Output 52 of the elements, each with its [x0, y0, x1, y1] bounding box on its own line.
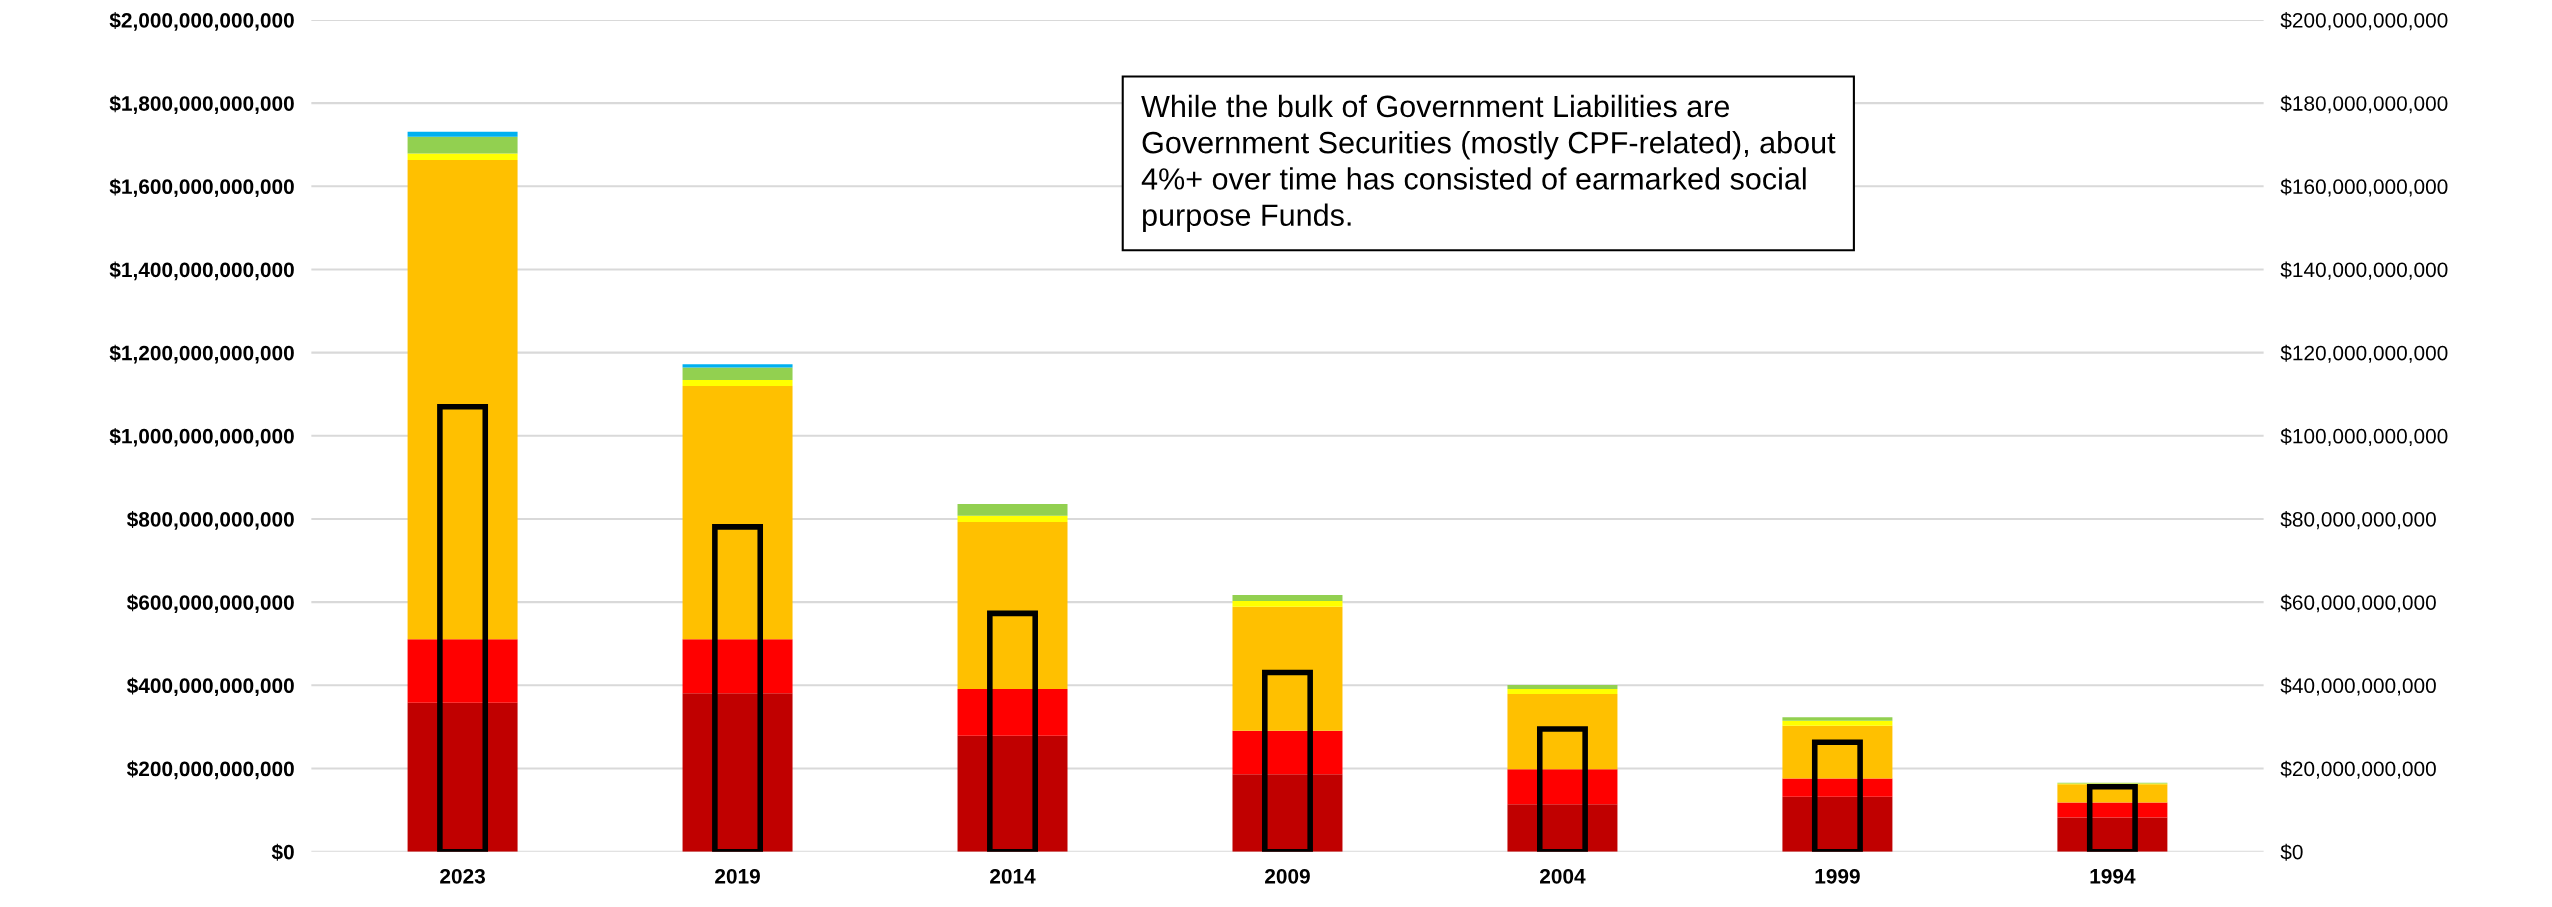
y-tick-label: $0	[271, 843, 294, 861]
bar	[1782, 717, 1893, 721]
bar	[1232, 600, 1343, 607]
bar	[957, 515, 1068, 522]
y-tick-label: $2,000,000,000,000	[109, 12, 294, 31]
y2-tick-label: $160,000,000,000	[2280, 178, 2448, 197]
y2-tick-label: $120,000,000,000	[2280, 344, 2448, 363]
y-tick-label: $1,200,000,000,000	[109, 344, 294, 364]
y2-tick-label: $140,000,000,000	[2280, 261, 2448, 280]
bar	[1507, 684, 1618, 690]
bar	[1782, 720, 1893, 726]
bar	[407, 639, 518, 703]
x-tick-label: 2004	[1540, 868, 1586, 884]
y2-tick-label: $80,000,000,000	[2280, 511, 2436, 530]
x-tick-label: 1999	[1815, 868, 1860, 884]
bar	[1507, 689, 1618, 695]
y-tick-label: $800,000,000,000	[126, 511, 294, 530]
bar	[957, 521, 1068, 690]
y2-tick-label: $60,000,000,000	[2280, 594, 2436, 613]
y-tick-label: $200,000,000,000	[126, 760, 294, 780]
y-tick-label: $1,600,000,000,000	[109, 178, 294, 198]
bar	[957, 504, 1068, 516]
bar	[1232, 606, 1343, 731]
bar	[957, 689, 1068, 736]
y-tick-label: $1,800,000,000,000	[109, 95, 294, 114]
bar	[682, 364, 793, 368]
y2-tick-label: $180,000,000,000	[2280, 95, 2448, 114]
bar	[407, 136, 518, 154]
y-tick-label: $600,000,000,000	[126, 594, 294, 613]
bar	[407, 160, 518, 640]
y-tick-label: $400,000,000,000	[126, 677, 294, 697]
x-tick-label: 2009	[1265, 868, 1310, 884]
y-tick-label: $1,000,000,000,000	[109, 427, 294, 447]
annotation: While the bulk of Government Liabilities are Government Securities (mostly CPF-related), about 4%+ over time has consisted of earmarked social purpose Funds.	[1141, 94, 1836, 232]
bar	[1782, 778, 1893, 797]
y2-tick-label: $100,000,000,000	[2280, 427, 2448, 447]
y2-tick-label: $200,000,000,000	[2280, 12, 2448, 31]
bar	[2057, 802, 2168, 818]
x-tick-label: 2023	[440, 868, 485, 884]
x-tick-label: 2014	[990, 868, 1036, 884]
bar	[407, 153, 518, 161]
x-tick-label: 1994	[2090, 868, 2136, 884]
x-tick-label: 2019	[715, 868, 760, 884]
y-tick-label: $1,400,000,000,000	[109, 261, 294, 281]
bar	[1232, 595, 1343, 601]
y2-tick-label: $40,000,000,000	[2280, 677, 2436, 696]
y2-tick-label: $20,000,000,000	[2280, 760, 2436, 779]
y2-tick-label: $0	[2280, 843, 2303, 861]
bar	[682, 380, 793, 386]
bar	[682, 385, 793, 640]
bar	[682, 367, 793, 381]
bar	[407, 131, 518, 137]
